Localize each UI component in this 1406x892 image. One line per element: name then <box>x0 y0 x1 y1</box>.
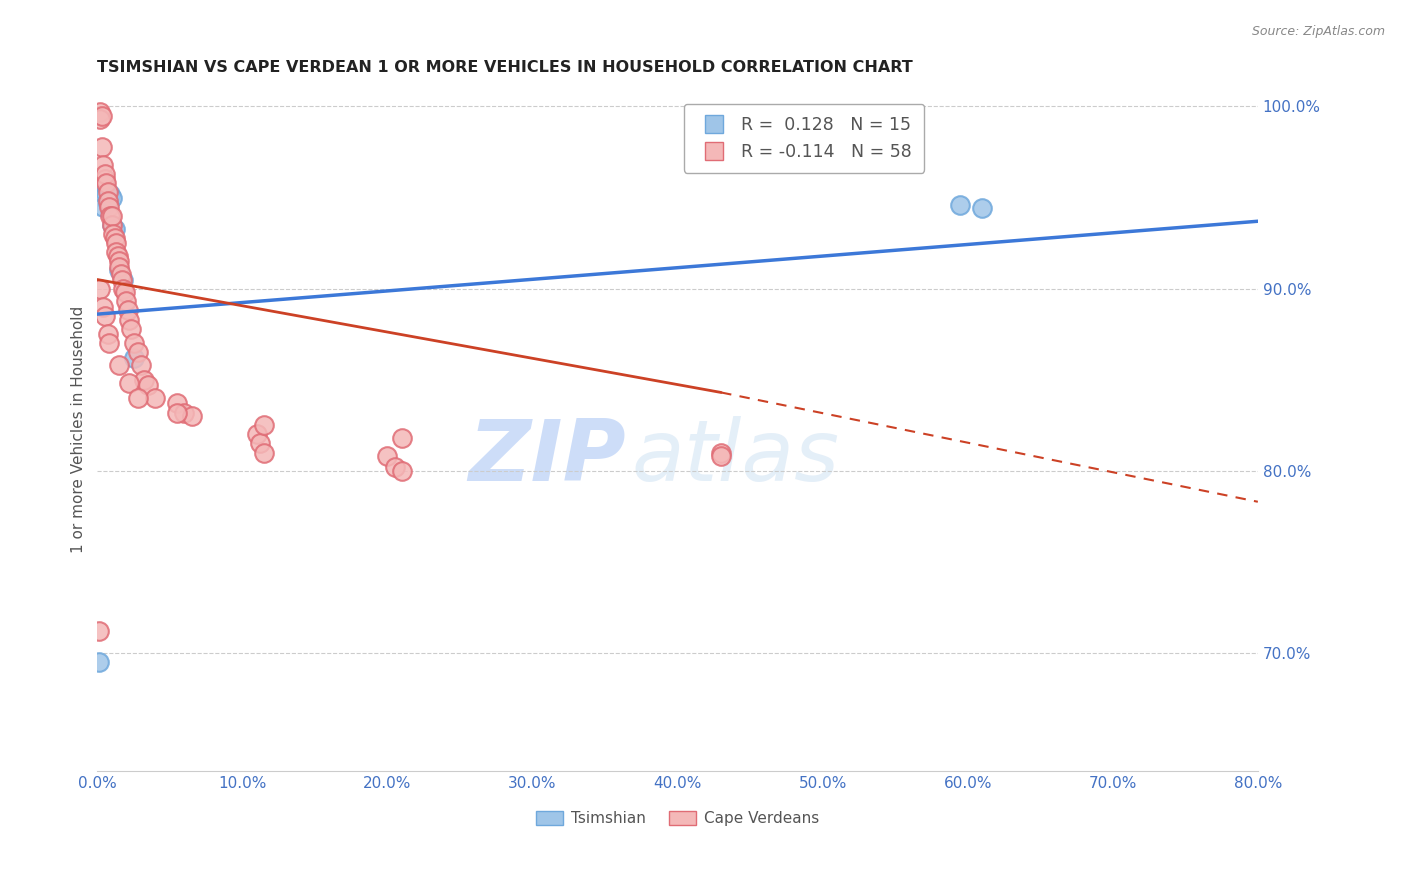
Point <box>100 209 122 223</box>
Point <box>391 431 413 445</box>
Point <box>108 254 131 268</box>
Point <box>710 449 733 463</box>
Point <box>377 449 399 463</box>
Point <box>89 105 111 120</box>
Point <box>108 260 131 274</box>
Point <box>710 445 733 459</box>
Point <box>91 200 114 214</box>
Point <box>96 196 118 211</box>
Point <box>97 336 120 351</box>
Point <box>94 176 117 190</box>
Point <box>173 405 195 419</box>
Point <box>949 198 972 212</box>
Point <box>112 272 135 286</box>
Point <box>93 309 115 323</box>
Point <box>91 158 114 172</box>
Point <box>94 186 117 201</box>
Point <box>127 391 149 405</box>
Point <box>111 272 134 286</box>
Text: ZIP: ZIP <box>468 416 626 499</box>
Point <box>145 391 167 405</box>
Point <box>118 376 141 391</box>
Text: atlas: atlas <box>631 416 839 499</box>
Point <box>93 167 115 181</box>
Point <box>93 172 115 186</box>
Point <box>97 190 120 204</box>
Point <box>108 358 131 372</box>
Point <box>104 221 127 235</box>
Point <box>391 464 413 478</box>
Point <box>101 218 124 232</box>
Point <box>87 655 110 669</box>
Point <box>90 109 112 123</box>
Point <box>180 409 202 424</box>
Point <box>89 112 111 127</box>
Point <box>87 624 110 639</box>
Point <box>127 345 149 359</box>
Point <box>97 200 120 214</box>
Point <box>972 202 994 216</box>
Point <box>89 282 111 296</box>
Point <box>100 186 122 201</box>
Point <box>96 327 118 342</box>
Point <box>105 236 128 251</box>
Point <box>93 178 115 192</box>
Point <box>112 282 135 296</box>
Point <box>120 322 142 336</box>
Point <box>117 303 139 318</box>
Point <box>101 190 124 204</box>
Point <box>115 294 138 309</box>
Point <box>96 185 118 199</box>
Point <box>101 209 124 223</box>
Point <box>101 218 124 232</box>
Point <box>91 300 114 314</box>
Point <box>253 445 276 459</box>
Point <box>166 405 188 419</box>
Point <box>114 285 136 300</box>
Text: TSIMSHIAN VS CAPE VERDEAN 1 OR MORE VEHICLES IN HOUSEHOLD CORRELATION CHART: TSIMSHIAN VS CAPE VERDEAN 1 OR MORE VEHI… <box>97 60 912 75</box>
Point <box>129 358 152 372</box>
Point <box>384 460 406 475</box>
Point <box>90 139 112 153</box>
Point <box>136 378 159 392</box>
Point <box>108 263 131 277</box>
Y-axis label: 1 or more Vehicles in Household: 1 or more Vehicles in Household <box>72 306 86 553</box>
Point <box>105 245 128 260</box>
Legend: Tsimshian, Cape Verdeans: Tsimshian, Cape Verdeans <box>530 805 825 832</box>
Point <box>118 312 141 326</box>
Point <box>122 336 145 351</box>
Text: Source: ZipAtlas.com: Source: ZipAtlas.com <box>1251 25 1385 38</box>
Point <box>249 436 271 450</box>
Point <box>110 267 132 281</box>
Point <box>107 249 129 263</box>
Point <box>253 418 276 433</box>
Point <box>246 427 269 442</box>
Point <box>103 227 125 241</box>
Point <box>132 373 155 387</box>
Point <box>166 396 188 410</box>
Point <box>122 351 145 365</box>
Point <box>96 194 118 209</box>
Point <box>104 230 127 244</box>
